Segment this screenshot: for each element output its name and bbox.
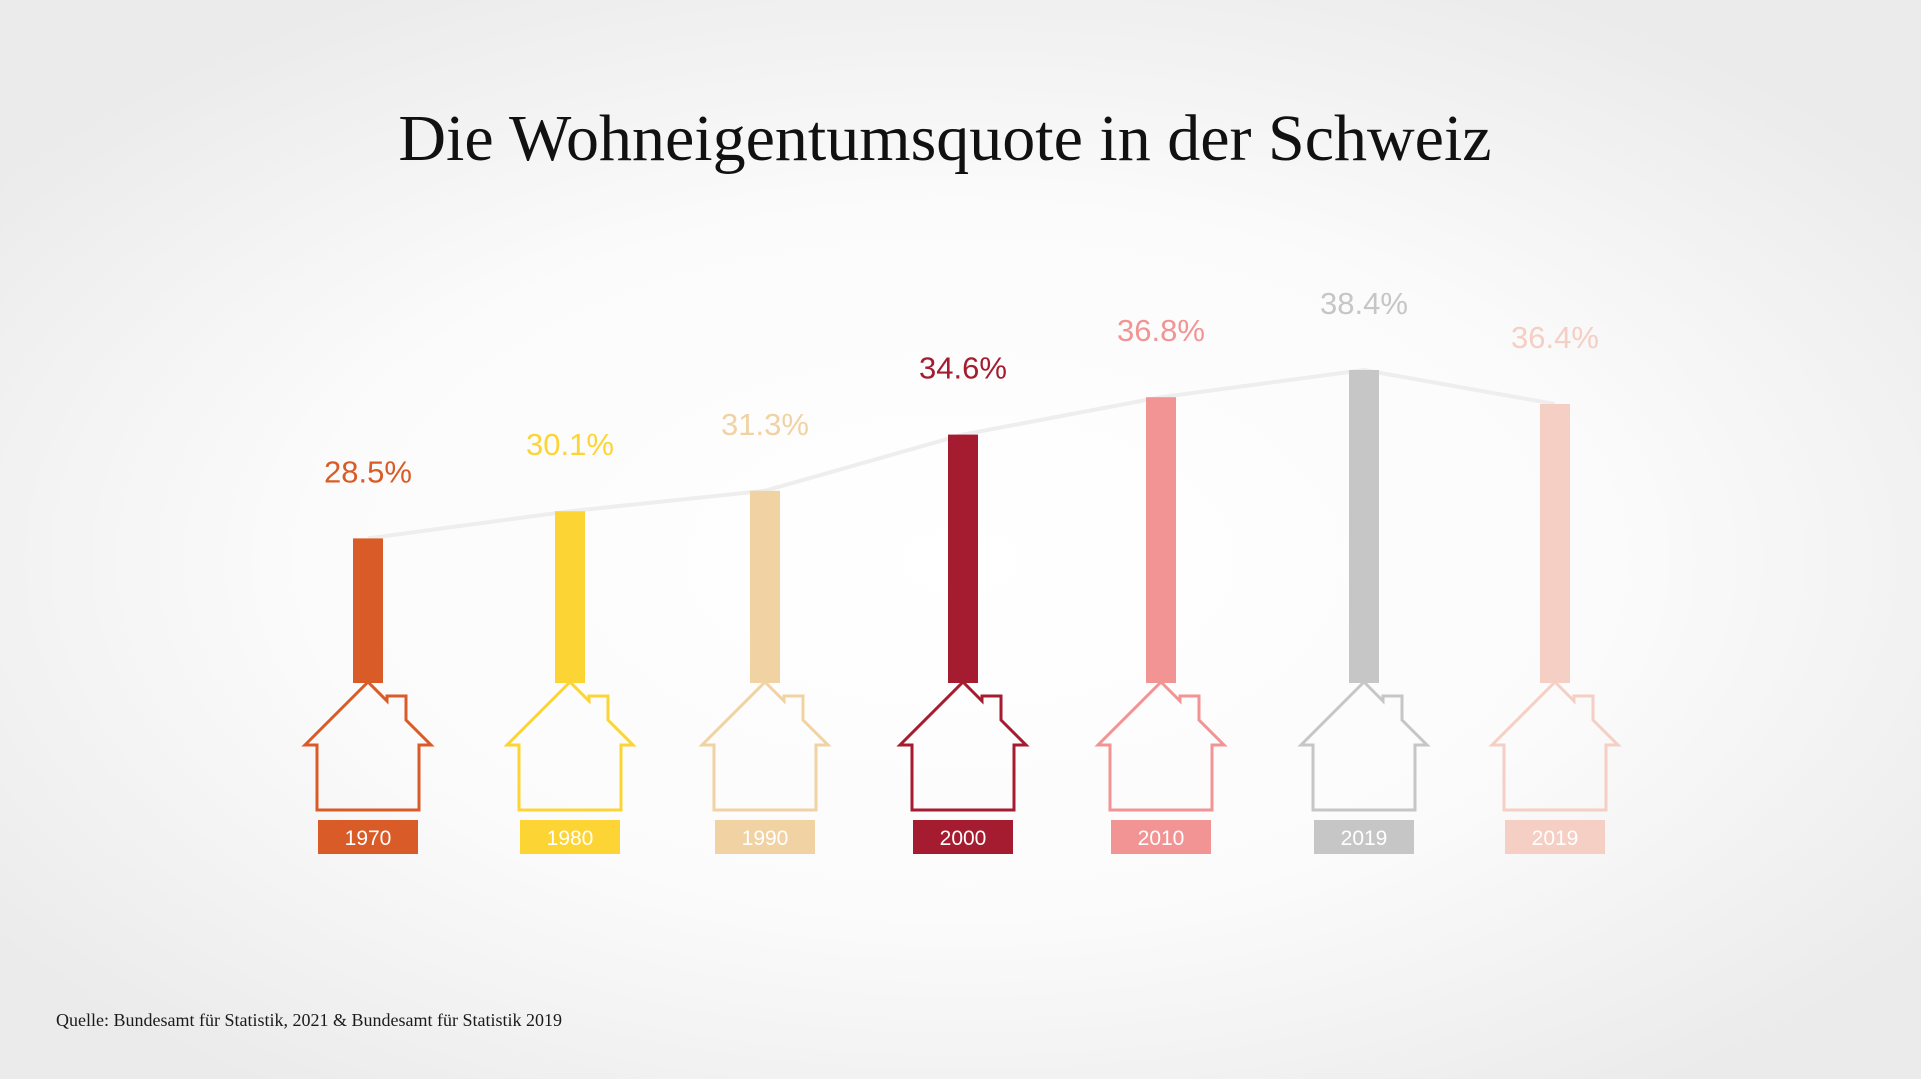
year-box [913,820,1013,854]
house-icon [1297,679,1431,812]
bar [1349,370,1379,683]
year-box [1505,820,1605,854]
value-label: 38.4% [1320,286,1408,321]
bar [555,511,585,683]
year-label: 2010 [1138,827,1185,850]
house-icon [698,679,832,812]
year-label: 2019 [1341,827,1388,850]
value-label: 34.6% [919,351,1007,386]
data-point-group: 28.5% 1970 [301,454,435,854]
house-icon [1094,679,1228,812]
house-icon [301,679,435,812]
house-icon [1488,679,1622,812]
chart-title: Die Wohneigentumsquote in der Schweiz [398,102,1491,175]
year-label: 2019 [1532,827,1579,850]
year-box [318,820,418,854]
source-note: Quelle: Bundesamt für Statistik, 2021 & … [56,1010,562,1030]
data-point-group: 31.3% 1990 [698,407,832,854]
year-label: 1980 [547,827,594,850]
bar [948,434,978,683]
year-box [1314,820,1414,854]
data-point-group: 30.1% 1980 [503,427,637,854]
year-box [520,820,620,854]
data-point-group: 36.4% 2019 [1488,320,1622,854]
year-box [1111,820,1211,854]
year-label: 2000 [940,827,987,850]
house-icon [503,679,637,812]
value-label: 31.3% [721,407,809,442]
value-label: 30.1% [526,427,614,462]
data-point-group: 38.4% 2019 [1297,286,1431,854]
value-label: 36.8% [1117,313,1205,348]
year-label: 1970 [345,827,392,850]
value-label: 28.5% [324,454,412,489]
data-point-group: 36.8% 2010 [1094,313,1228,854]
bar [353,538,383,683]
bar [1146,397,1176,683]
year-label: 1990 [742,827,789,850]
year-box [715,820,815,854]
value-label: 36.4% [1511,320,1599,355]
data-point-group: 34.6% 2000 [896,351,1030,854]
bar [750,490,780,683]
bar [1540,404,1570,683]
marks-layer: 28.5% 1970 30.1% 1980 31.3% 1990 34.6% 2000 36.8… [301,286,1622,854]
house-icon [896,679,1030,812]
